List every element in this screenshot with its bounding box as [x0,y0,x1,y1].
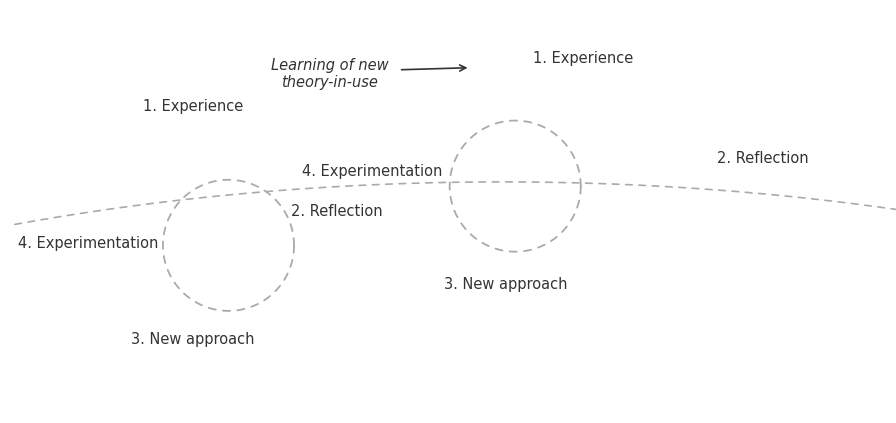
Text: 2. Reflection: 2. Reflection [291,204,383,219]
Text: Learning of new
theory-in-use: Learning of new theory-in-use [271,58,389,90]
Text: 3. New approach: 3. New approach [444,277,568,292]
Text: 2. Reflection: 2. Reflection [717,151,808,166]
Text: 4. Experimentation: 4. Experimentation [18,236,159,251]
Text: 4. Experimentation: 4. Experimentation [302,164,442,179]
Text: 3. New approach: 3. New approach [131,332,254,347]
Text: 1. Experience: 1. Experience [533,51,633,66]
Text: 1. Experience: 1. Experience [142,99,243,114]
